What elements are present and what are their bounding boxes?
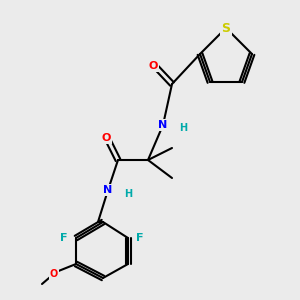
Text: O: O bbox=[148, 61, 158, 71]
Text: H: H bbox=[124, 189, 132, 199]
Text: O: O bbox=[101, 133, 111, 143]
Text: N: N bbox=[103, 185, 112, 195]
Text: N: N bbox=[158, 120, 168, 130]
Text: H: H bbox=[179, 123, 187, 133]
Text: F: F bbox=[60, 233, 68, 243]
Text: F: F bbox=[136, 233, 144, 243]
Text: S: S bbox=[221, 22, 230, 34]
Text: O: O bbox=[50, 269, 58, 279]
